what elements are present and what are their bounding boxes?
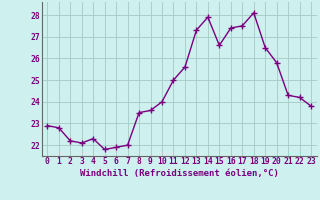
X-axis label: Windchill (Refroidissement éolien,°C): Windchill (Refroidissement éolien,°C)	[80, 169, 279, 178]
